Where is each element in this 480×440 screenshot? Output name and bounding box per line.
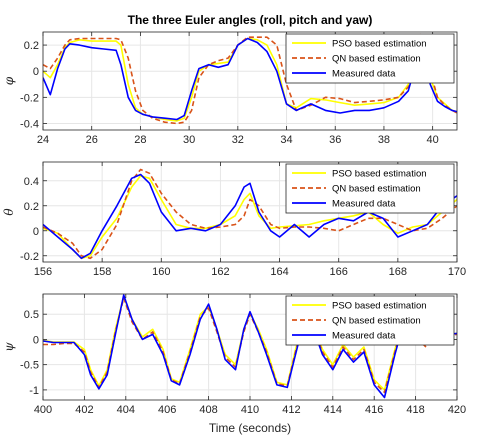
subplot-panels: 24 26 28 30 32 34 36 38 40 -0.4 -0.2 0 0.2 φ PSO based… (2, 31, 466, 416)
subplot-3: 400 402 404 406 408 410 412 414 416 418 420 -1 -0.5 0… (2, 293, 466, 416)
x-tick-label: 418 (406, 404, 424, 416)
y-tick-label: 0.2 (24, 40, 39, 52)
legend-entry: PSO based estimation (332, 301, 427, 312)
x-tick-label: 160 (152, 266, 170, 278)
x-tick-label: 168 (389, 266, 407, 278)
legend: PSO based estimation QN based estimation M… (285, 163, 455, 214)
figure-title: The three Euler angles (roll, pitch and … (128, 13, 373, 27)
x-tick-label: 26 (86, 134, 98, 146)
x-tick-label: 36 (329, 134, 341, 146)
y-tick-label: -1 (29, 385, 39, 397)
y-axis-label: θ (2, 208, 16, 216)
y-tick-label: -0.4 (20, 118, 39, 130)
legend-entry: Measured data (332, 69, 396, 80)
x-tick-label: 402 (75, 404, 93, 416)
legend-entry: Measured data (332, 331, 396, 342)
x-tick-label: 420 (448, 404, 466, 416)
x-tick-label: 410 (241, 404, 259, 416)
x-tick-label: 24 (37, 134, 49, 146)
x-tick-label: 162 (211, 266, 229, 278)
legend: PSO based estimation QN based estimation M… (285, 295, 455, 346)
x-tick-label: 404 (117, 404, 135, 416)
legend-entry: PSO based estimation (332, 169, 427, 180)
x-tick-label: 38 (378, 134, 390, 146)
legend-entry: QN based estimation (332, 316, 421, 327)
legend-entry: Measured data (332, 199, 396, 210)
x-tick-label: 158 (93, 266, 111, 278)
y-tick-label: 0 (33, 334, 39, 346)
y-tick-label: 0 (33, 226, 39, 238)
x-tick-label: 414 (324, 404, 342, 416)
x-tick-label: 406 (158, 404, 176, 416)
y-axis-label: φ (2, 76, 16, 85)
x-tick-label: 170 (448, 266, 466, 278)
axes-box (42, 31, 458, 131)
y-tick-label: -0.5 (20, 360, 39, 372)
x-tick-label: 416 (365, 404, 383, 416)
y-axis-label: ψ (2, 342, 16, 352)
x-tick-label: 400 (34, 404, 52, 416)
x-tick-label: 156 (34, 266, 52, 278)
x-tick-label: 164 (270, 266, 288, 278)
x-tick-label: 34 (280, 134, 292, 146)
legend-entry: QN based estimation (332, 54, 421, 65)
x-axis-label: Time (seconds) (209, 421, 291, 435)
legend-entry: PSO based estimation (332, 39, 427, 50)
series-line-measured-data (43, 173, 457, 260)
series-line-measured-data (43, 294, 457, 399)
x-tick-label: 40 (427, 134, 439, 146)
subplot-1: 24 26 28 30 32 34 36 38 40 -0.4 -0.2 0 0.2 φ PSO based… (2, 31, 458, 146)
y-tick-label: 0.5 (24, 309, 39, 321)
y-tick-label: -0.2 (20, 92, 39, 104)
x-tick-label: 166 (330, 266, 348, 278)
y-tick-label: 0 (33, 66, 39, 78)
y-tick-label: 0.2 (24, 201, 39, 213)
series-line-pso-based-estimation (43, 175, 457, 260)
y-tick-label: -0.2 (20, 251, 39, 263)
legend: PSO based estimation QN based estimation M… (285, 33, 455, 84)
legend-entry: QN based estimation (332, 184, 421, 195)
series-line-qn-based-estimation (43, 168, 457, 260)
axes-box (42, 161, 458, 263)
subplot-2: 156 158 160 162 164 166 168 170 -0.2 0 0.2 0.4 θ PSO … (2, 161, 466, 278)
x-tick-label: 32 (232, 134, 244, 146)
x-tick-label: 30 (183, 134, 195, 146)
y-tick-label: 0.4 (24, 176, 39, 188)
x-tick-label: 412 (282, 404, 300, 416)
x-tick-label: 408 (199, 404, 217, 416)
x-tick-label: 28 (134, 134, 146, 146)
